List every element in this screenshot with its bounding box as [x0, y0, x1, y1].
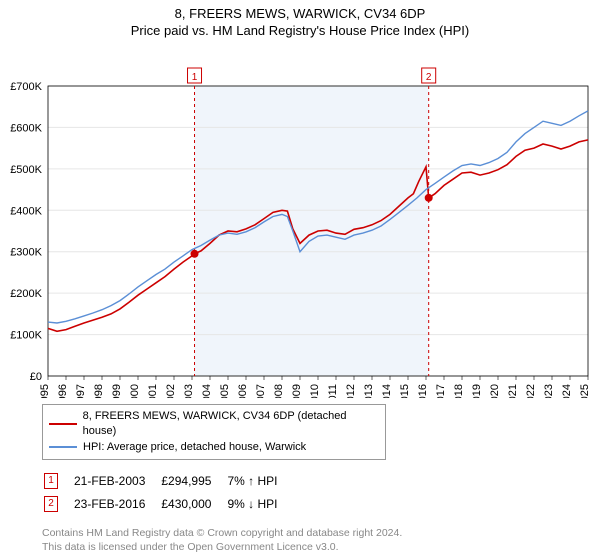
- svg-text:2014: 2014: [381, 384, 393, 398]
- svg-text:2002: 2002: [165, 384, 177, 398]
- chart-address: 8, FREERS MEWS, WARWICK, CV34 6DP: [0, 6, 600, 21]
- svg-text:1995: 1995: [39, 384, 51, 398]
- svg-text:2007: 2007: [255, 384, 267, 398]
- svg-text:2025: 2025: [579, 384, 591, 398]
- legend-label: 8, FREERS MEWS, WARWICK, CV34 6DP (detac…: [83, 409, 379, 440]
- svg-text:£700K: £700K: [10, 81, 42, 93]
- svg-text:2006: 2006: [237, 384, 249, 398]
- legend-item: HPI: Average price, detached house, Warw…: [49, 440, 379, 455]
- svg-text:2009: 2009: [291, 384, 303, 398]
- svg-text:2016: 2016: [417, 384, 429, 398]
- svg-text:1997: 1997: [75, 384, 87, 398]
- legend: 8, FREERS MEWS, WARWICK, CV34 6DP (detac…: [42, 404, 386, 460]
- svg-text:2021: 2021: [507, 384, 519, 398]
- svg-text:2018: 2018: [453, 384, 465, 398]
- legend-swatch: [49, 423, 77, 425]
- chart-subtitle: Price paid vs. HM Land Registry's House …: [0, 23, 600, 38]
- svg-text:2008: 2008: [273, 384, 285, 398]
- footer-line: Contains HM Land Registry data © Crown c…: [42, 526, 600, 540]
- svg-text:2004: 2004: [201, 384, 213, 398]
- legend-label: HPI: Average price, detached house, Warw…: [83, 440, 306, 455]
- footer-line: This data is licensed under the Open Gov…: [42, 540, 600, 554]
- svg-text:1998: 1998: [93, 384, 105, 398]
- svg-text:2023: 2023: [543, 384, 555, 398]
- sale-price: £430,000: [161, 493, 225, 514]
- table-row: 1 21-FEB-2003 £294,995 7% ↑ HPI: [44, 470, 291, 491]
- svg-text:2013: 2013: [363, 384, 375, 398]
- svg-text:2024: 2024: [561, 384, 573, 398]
- svg-text:2003: 2003: [183, 384, 195, 398]
- legend-swatch: [49, 446, 77, 448]
- svg-text:1999: 1999: [111, 384, 123, 398]
- svg-text:£300K: £300K: [10, 247, 42, 259]
- svg-text:£400K: £400K: [10, 205, 42, 217]
- line-chart: £0 £100K £200K £300K £400K £500K £600K £700K 199…: [0, 38, 600, 398]
- svg-text:£0: £0: [30, 371, 42, 383]
- svg-text:2001: 2001: [147, 384, 159, 398]
- svg-text:2019: 2019: [471, 384, 483, 398]
- chart-area: £0 £100K £200K £300K £400K £500K £600K £700K 199…: [0, 38, 600, 398]
- svg-text:2022: 2022: [525, 384, 537, 398]
- sale-date: 21-FEB-2003: [74, 470, 159, 491]
- svg-text:2: 2: [426, 72, 432, 83]
- svg-text:2020: 2020: [489, 384, 501, 398]
- table-row: 2 23-FEB-2016 £430,000 9% ↓ HPI: [44, 493, 291, 514]
- svg-text:2005: 2005: [219, 384, 231, 398]
- svg-text:£600K: £600K: [10, 122, 42, 134]
- svg-text:2012: 2012: [345, 384, 357, 398]
- sales-table: 1 21-FEB-2003 £294,995 7% ↑ HPI 2 23-FEB…: [42, 468, 293, 516]
- svg-text:£100K: £100K: [10, 330, 42, 342]
- svg-text:2017: 2017: [435, 384, 447, 398]
- legend-item: 8, FREERS MEWS, WARWICK, CV34 6DP (detac…: [49, 409, 379, 440]
- sale-date: 23-FEB-2016: [74, 493, 159, 514]
- marker-badge: 1: [44, 473, 58, 489]
- svg-text:2015: 2015: [399, 384, 411, 398]
- sale-delta: 7% ↑ HPI: [227, 470, 291, 491]
- svg-text:2011: 2011: [327, 384, 339, 398]
- svg-text:1: 1: [192, 72, 198, 83]
- sale-price: £294,995: [161, 470, 225, 491]
- svg-text:1996: 1996: [57, 384, 69, 398]
- sale-delta: 9% ↓ HPI: [227, 493, 291, 514]
- footer: Contains HM Land Registry data © Crown c…: [42, 526, 600, 554]
- svg-text:2000: 2000: [129, 384, 141, 398]
- svg-text:£200K: £200K: [10, 288, 42, 300]
- marker-badge: 2: [44, 496, 58, 512]
- svg-text:£500K: £500K: [10, 164, 42, 176]
- chart-header: 8, FREERS MEWS, WARWICK, CV34 6DP Price …: [0, 0, 600, 38]
- svg-text:2010: 2010: [309, 384, 321, 398]
